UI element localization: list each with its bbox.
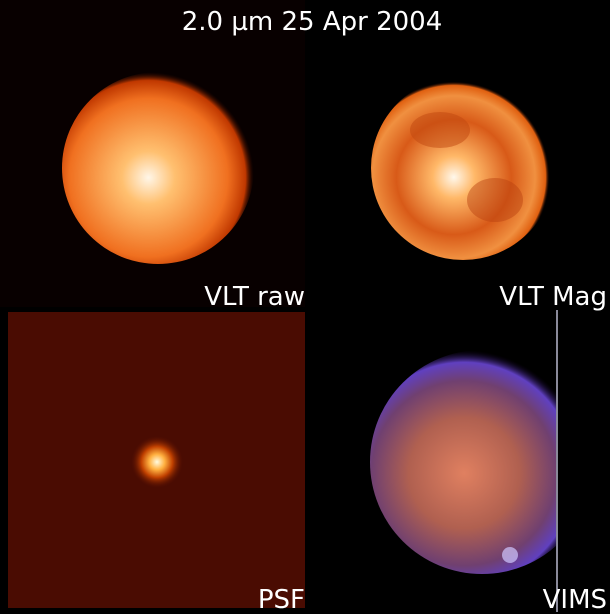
- panel-label: VLT raw: [204, 282, 305, 312]
- panel-label: VIMS: [543, 585, 607, 614]
- dark-region: [467, 178, 523, 222]
- titan-disk: [62, 72, 254, 264]
- psf-spot: [131, 436, 183, 488]
- titan-disk: [370, 350, 557, 574]
- bright-spot: [502, 547, 518, 563]
- dark-region: [410, 112, 470, 148]
- title: 2.0 µm 25 Apr 2004: [182, 7, 443, 37]
- titan-disk: [371, 76, 555, 260]
- panel-label: VLT Mag: [499, 282, 607, 312]
- panel-label: PSF: [258, 585, 305, 614]
